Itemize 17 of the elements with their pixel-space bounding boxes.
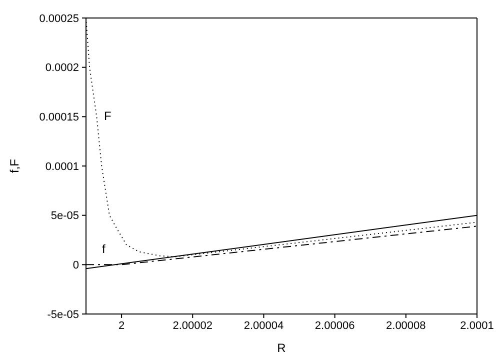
y-axis-title: f,F: [7, 159, 22, 173]
annotation: f: [102, 242, 106, 256]
y-tick-label: 5e-05: [50, 210, 79, 222]
x-tick-label: 2.0001: [460, 320, 494, 332]
y-tick-label: -5e-05: [47, 308, 79, 321]
y-tick-label: 0.0001: [45, 160, 79, 173]
y-tick-label: 0.00015: [39, 112, 79, 124]
y-tick-label: 0: [72, 260, 79, 272]
x-tick-label: 2.00008: [386, 320, 426, 332]
x-tick-label: 2.00004: [244, 320, 284, 332]
x-tick-label: 2: [118, 320, 125, 332]
y-tick-label: 0.0002: [45, 62, 79, 74]
y-tick-label: 0.00025: [39, 12, 79, 25]
annotation: F: [104, 109, 112, 123]
x-tick-label: 2.00002: [172, 320, 213, 332]
x-axis-title: R: [277, 341, 286, 352]
x-tick-label: 2.00006: [314, 320, 355, 332]
